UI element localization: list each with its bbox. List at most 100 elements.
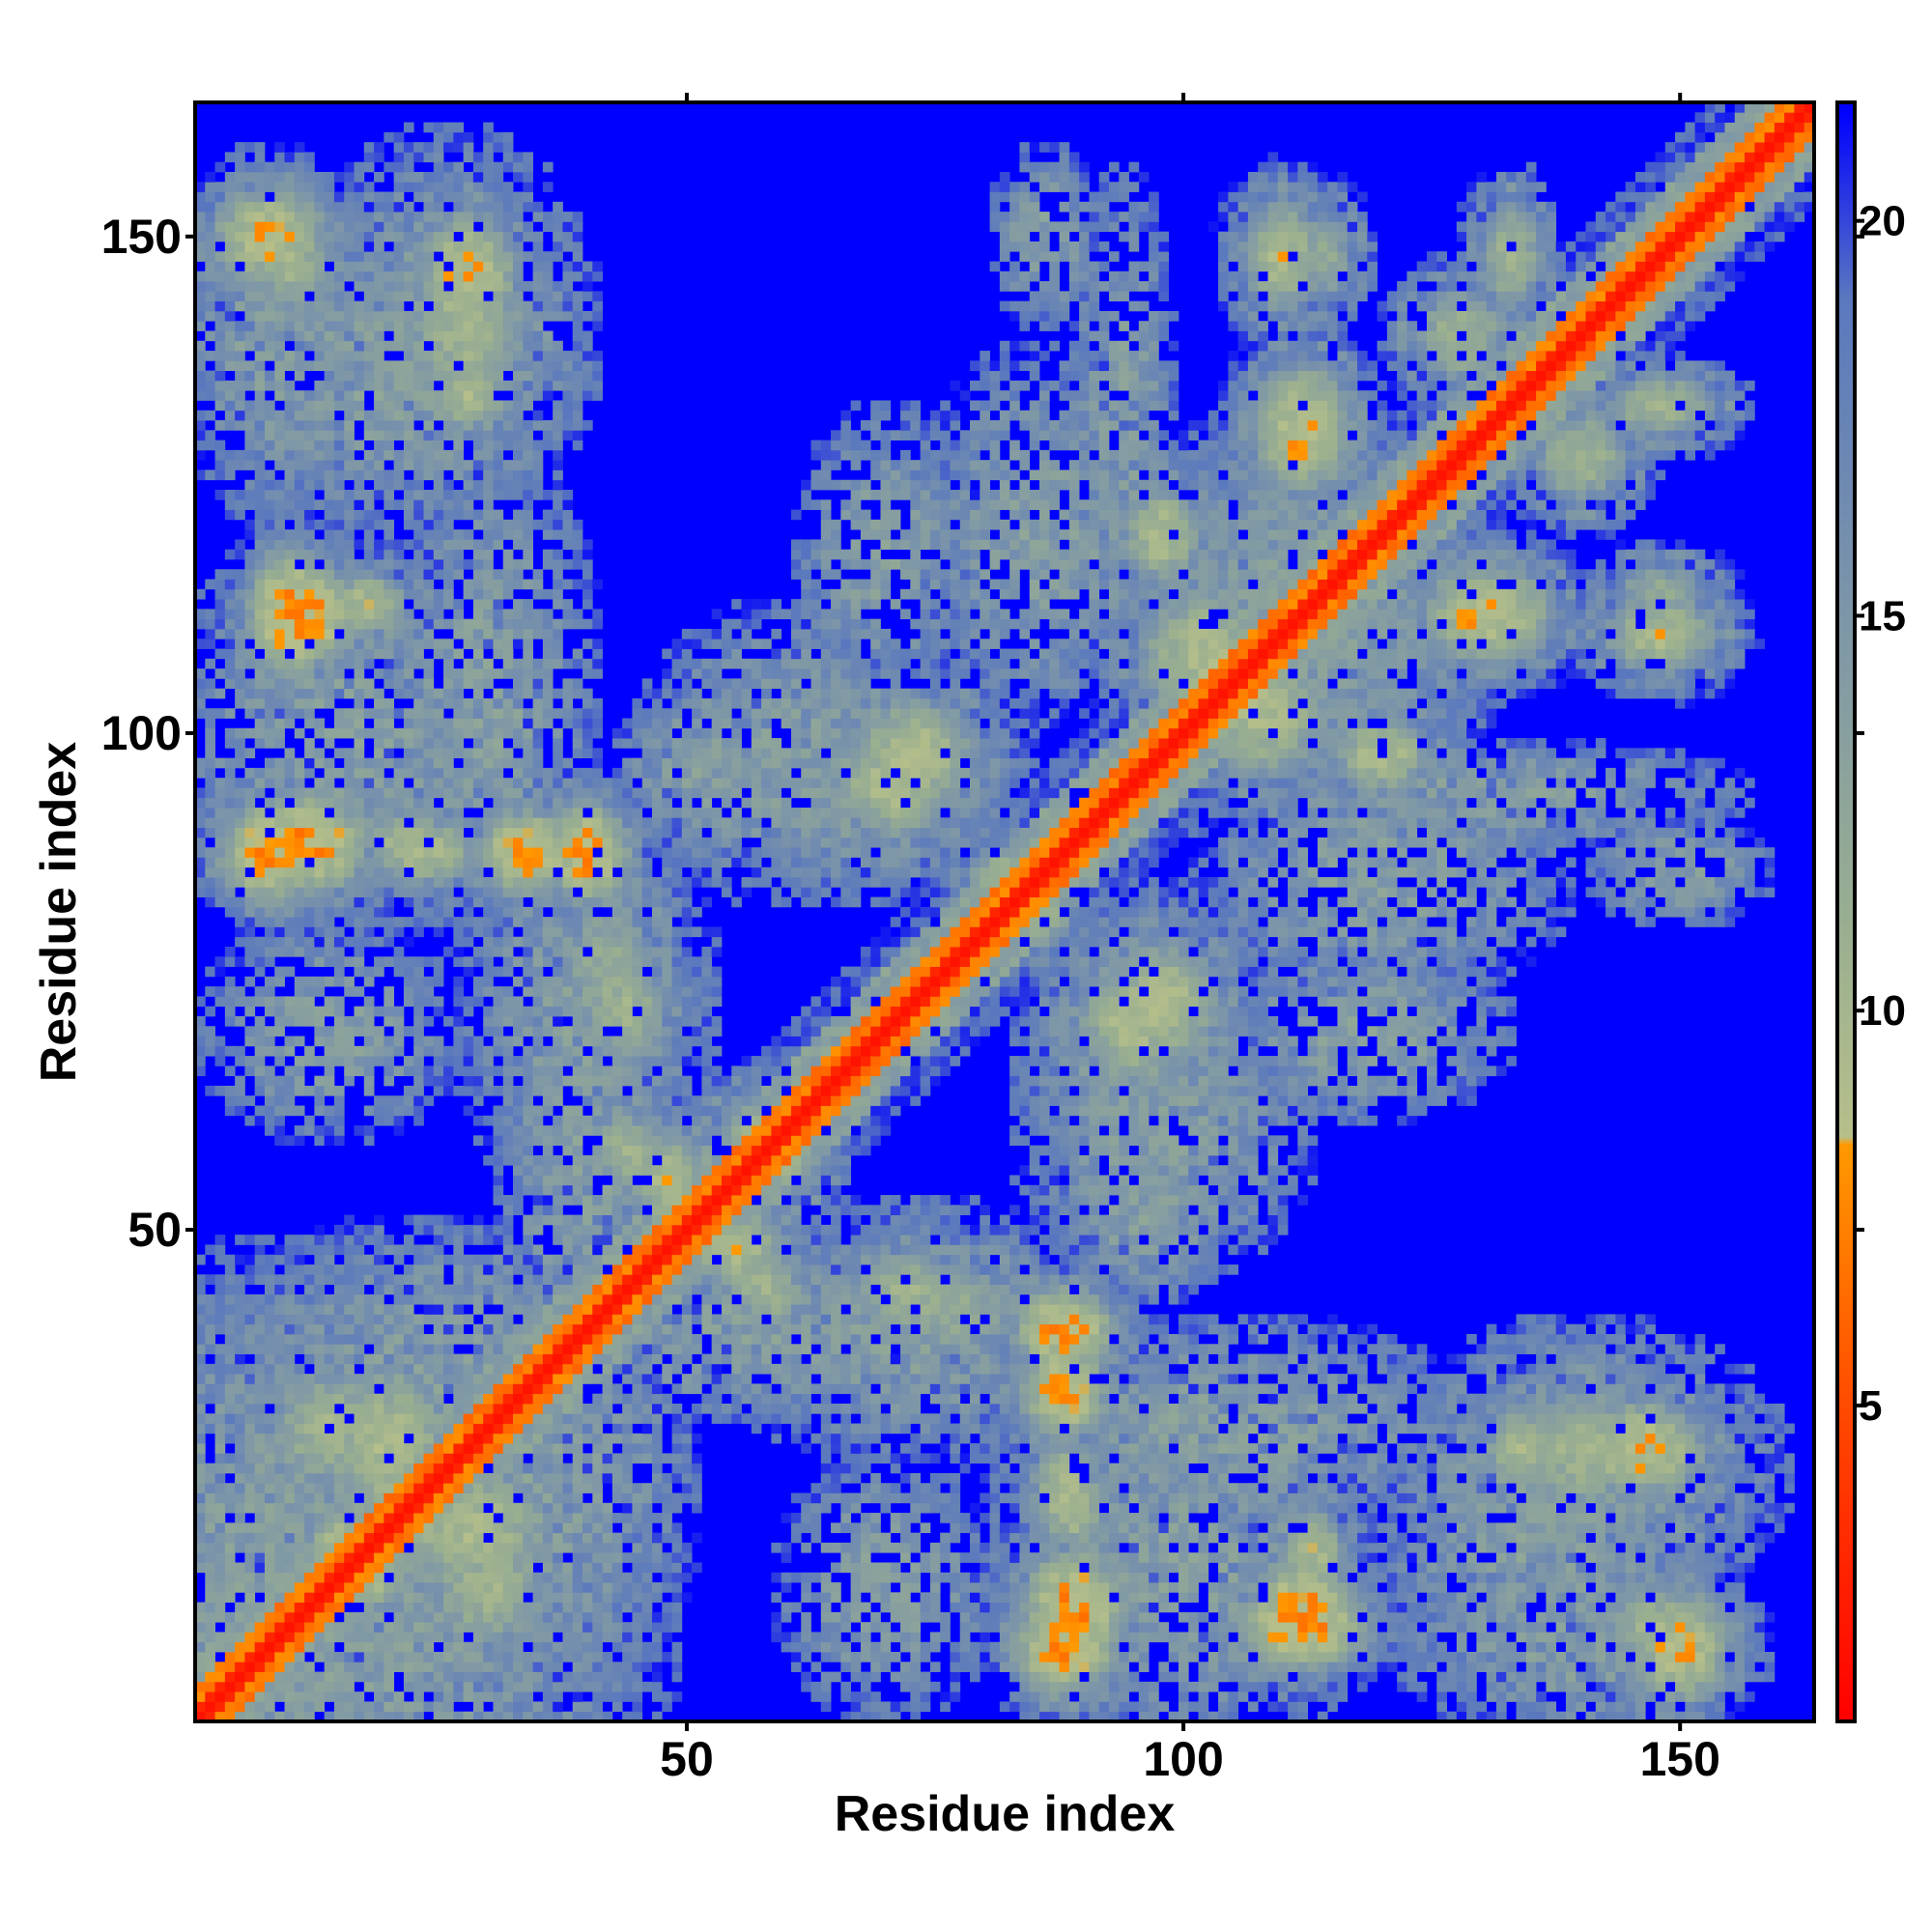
- heatmap-cell: [284, 1691, 296, 1702]
- heatmap-cell: [235, 1105, 245, 1117]
- heatmap-cell: [205, 827, 215, 838]
- heatmap-cell: [542, 1611, 554, 1623]
- heatmap-cell: [403, 519, 414, 530]
- heatmap-cell: [324, 1711, 335, 1722]
- heatmap-cell: [553, 1214, 563, 1226]
- heatmap-cell: [384, 1264, 395, 1275]
- heatmap-cell: [513, 380, 524, 391]
- heatmap-cell: [493, 996, 504, 1008]
- heatmap-cell: [314, 1611, 326, 1623]
- heatmap-cell: [523, 837, 533, 848]
- heatmap-cell: [502, 887, 514, 897]
- heatmap-cell: [374, 310, 384, 322]
- heatmap-cell: [264, 986, 275, 997]
- heatmap-cell: [413, 767, 424, 779]
- heatmap-cell: [493, 1154, 504, 1166]
- heatmap-cell: [513, 628, 524, 639]
- heatmap-cell: [264, 887, 275, 897]
- heatmap-cell: [453, 221, 465, 233]
- heatmap-cell: [214, 201, 226, 213]
- heatmap-cell: [433, 1413, 444, 1424]
- heatmap-cell: [304, 1393, 315, 1405]
- heatmap-cell: [333, 469, 345, 481]
- heatmap-cell: [553, 579, 563, 590]
- heatmap-cell: [453, 499, 465, 510]
- heatmap-cell: [403, 479, 414, 491]
- heatmap-cell: [463, 1691, 474, 1702]
- heatmap-cell: [284, 281, 296, 292]
- heatmap-cell: [344, 857, 355, 868]
- heatmap-cell: [384, 1353, 395, 1365]
- heatmap-cell: [523, 1492, 533, 1504]
- heatmap-cell: [254, 1671, 266, 1683]
- heatmap-cell: [523, 370, 533, 382]
- heatmap-cell: [363, 1403, 375, 1414]
- heatmap-cell: [354, 748, 365, 759]
- heatmap-cell: [562, 1652, 574, 1662]
- heatmap-cell: [443, 558, 454, 570]
- heatmap-cell: [284, 668, 296, 679]
- heatmap-cell: [423, 1582, 435, 1593]
- heatmap-cell: [413, 460, 424, 470]
- heatmap-cell: [423, 1423, 435, 1435]
- heatmap-cell: [254, 171, 266, 183]
- heatmap-cell: [433, 1403, 444, 1414]
- heatmap-cell: [453, 648, 465, 660]
- heatmap-cell: [363, 658, 375, 669]
- heatmap-cell: [542, 1552, 554, 1563]
- heatmap-cell: [403, 370, 414, 382]
- heatmap-cell: [463, 1353, 474, 1365]
- heatmap-cell: [413, 1293, 424, 1305]
- heatmap-cell: [562, 1513, 574, 1523]
- heatmap-cell: [294, 906, 305, 918]
- heatmap-cell: [244, 847, 256, 858]
- heatmap-cell: [363, 1552, 375, 1563]
- heatmap-cell: [205, 1423, 215, 1435]
- heatmap-cell: [483, 748, 494, 759]
- heatmap-cell: [443, 251, 454, 262]
- heatmap-cell: [324, 738, 335, 749]
- heatmap-cell: [304, 609, 315, 620]
- heatmap-cell: [354, 1045, 365, 1057]
- heatmap-cell: [333, 618, 345, 630]
- heatmap-cell: [523, 1602, 533, 1613]
- heatmap-cell: [413, 1214, 424, 1226]
- heatmap-cell: [294, 479, 305, 491]
- heatmap-cell: [363, 420, 375, 431]
- heatmap-cell: [433, 808, 444, 818]
- heatmap-cell: [235, 847, 245, 858]
- heatmap-cell: [354, 499, 365, 510]
- heatmap-cell: [502, 549, 514, 560]
- heatmap-cell: [214, 847, 226, 858]
- heatmap-cell: [294, 469, 305, 481]
- heatmap-cell: [513, 1125, 524, 1136]
- heatmap-cell: [274, 251, 285, 262]
- heatmap-cell: [443, 618, 454, 630]
- heatmap-cell: [443, 1323, 454, 1335]
- heatmap-cell: [333, 212, 345, 222]
- heatmap-cell: [423, 370, 435, 382]
- heatmap-cell: [205, 1671, 215, 1683]
- heatmap-cell: [443, 1552, 454, 1563]
- heatmap-cell: [562, 1532, 574, 1544]
- heatmap-cell: [553, 1095, 563, 1106]
- heatmap-cell: [483, 241, 494, 252]
- heatmap-cell: [393, 1423, 405, 1435]
- heatmap-cell: [324, 539, 335, 551]
- heatmap-cell: [483, 152, 494, 163]
- heatmap-cell: [284, 360, 296, 372]
- heatmap-cell: [502, 1532, 514, 1544]
- heatmap-cell: [553, 469, 563, 481]
- heatmap-cell: [433, 697, 444, 709]
- heatmap-cell: [413, 410, 424, 421]
- heatmap-cell: [344, 1244, 355, 1256]
- heatmap-cell: [254, 808, 266, 818]
- heatmap-cell: [483, 370, 494, 382]
- heatmap-cell: [562, 1582, 574, 1593]
- heatmap-cell: [324, 1582, 335, 1593]
- heatmap-cell: [532, 1662, 544, 1672]
- heatmap-cell: [205, 718, 215, 729]
- heatmap-cell: [553, 1274, 563, 1285]
- heatmap-cell: [264, 678, 275, 690]
- heatmap-cell: [314, 1125, 326, 1136]
